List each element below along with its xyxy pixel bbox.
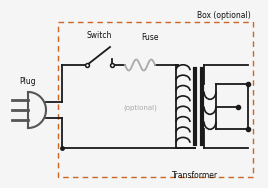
- Text: Box (optional): Box (optional): [197, 11, 251, 20]
- Text: Fuse: Fuse: [141, 33, 159, 42]
- Bar: [58, 22, 253, 177]
- Text: (optional): (optional): [123, 105, 157, 111]
- Text: Plug: Plug: [20, 77, 36, 86]
- Text: Switch: Switch: [87, 31, 112, 40]
- Text: Transformer: Transformer: [172, 171, 218, 180]
